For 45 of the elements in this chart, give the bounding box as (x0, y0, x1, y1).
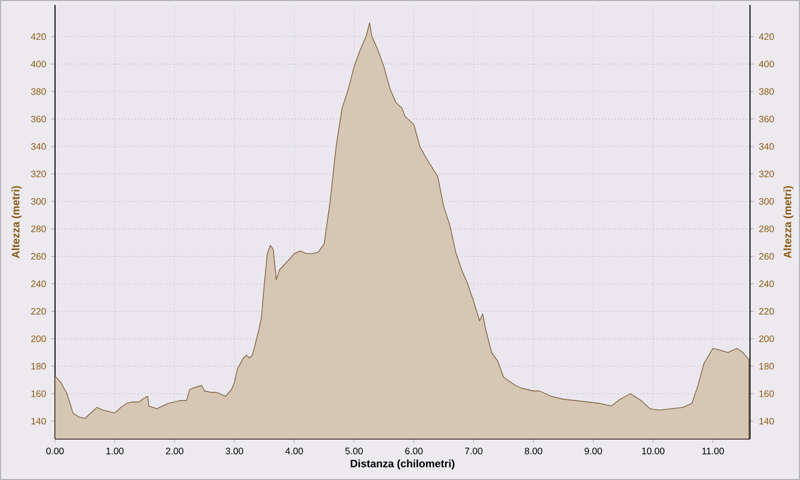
y2-tick-label: 260 (759, 253, 774, 260)
y-tick-label: 180 (31, 362, 46, 370)
y-tick-label: 400 (30, 60, 46, 68)
x-tick-label: 7.00 (465, 448, 482, 454)
y-axis-title: Altezza (metri) (12, 186, 22, 258)
y-tick-label: 360 (31, 116, 46, 122)
y-tick-label: 420 (30, 33, 46, 40)
y-tick-label: 380 (31, 88, 46, 95)
y2-tick-label: 400 (758, 60, 774, 68)
y2-tick-label: 340 (759, 143, 774, 150)
y2-tick-label: 140 (759, 418, 774, 424)
x-tick-label: 6.00 (405, 448, 423, 454)
y2-tick-label: 380 (759, 88, 774, 95)
x-tick-label: 8.00 (524, 448, 542, 454)
y-tick-label: 300 (31, 198, 46, 205)
x-tick-label: 4.00 (285, 448, 303, 454)
y-tick-label: 160 (31, 390, 46, 397)
y2-tick-label: 420 (758, 33, 774, 40)
y-tick-label: 140 (31, 418, 46, 424)
y-tick-label: 200 (31, 335, 46, 342)
y2-tick-label: 320 (759, 170, 774, 178)
y-tick-label: 340 (31, 143, 46, 150)
x-tick-label: 0.00 (46, 448, 64, 454)
y2-tick-label: 220 (759, 308, 774, 315)
y2-tick-label: 160 (759, 390, 774, 397)
y2-tick-label: 280 (759, 226, 774, 232)
y-tick-label: 280 (31, 226, 46, 232)
y-tick-label: 260 (31, 253, 46, 260)
x-tick-label: 5.00 (345, 448, 363, 454)
x-tick-label: 3.00 (226, 448, 244, 454)
x-axis-title: Distanza (chilometri) (350, 459, 454, 470)
x-tick-label: 2.00 (166, 448, 184, 454)
y2-tick-label: 240 (759, 280, 774, 288)
y-tick-label: 320 (31, 170, 46, 178)
x-tick-label: 9.00 (584, 448, 602, 454)
y2-tick-label: 180 (759, 362, 774, 370)
y2-axis-title: Altezza (metri) (783, 186, 794, 258)
y-tick-label: 240 (31, 280, 46, 288)
y-tick-label: 220 (31, 308, 46, 315)
x-tick-label: 10.00 (642, 448, 664, 454)
y2-tick-label: 200 (759, 335, 774, 342)
x-tick-label: 11.00 (702, 448, 724, 454)
y2-tick-label: 300 (759, 198, 774, 205)
x-tick-label: 1.00 (106, 448, 124, 454)
y2-tick-label: 360 (759, 116, 774, 122)
